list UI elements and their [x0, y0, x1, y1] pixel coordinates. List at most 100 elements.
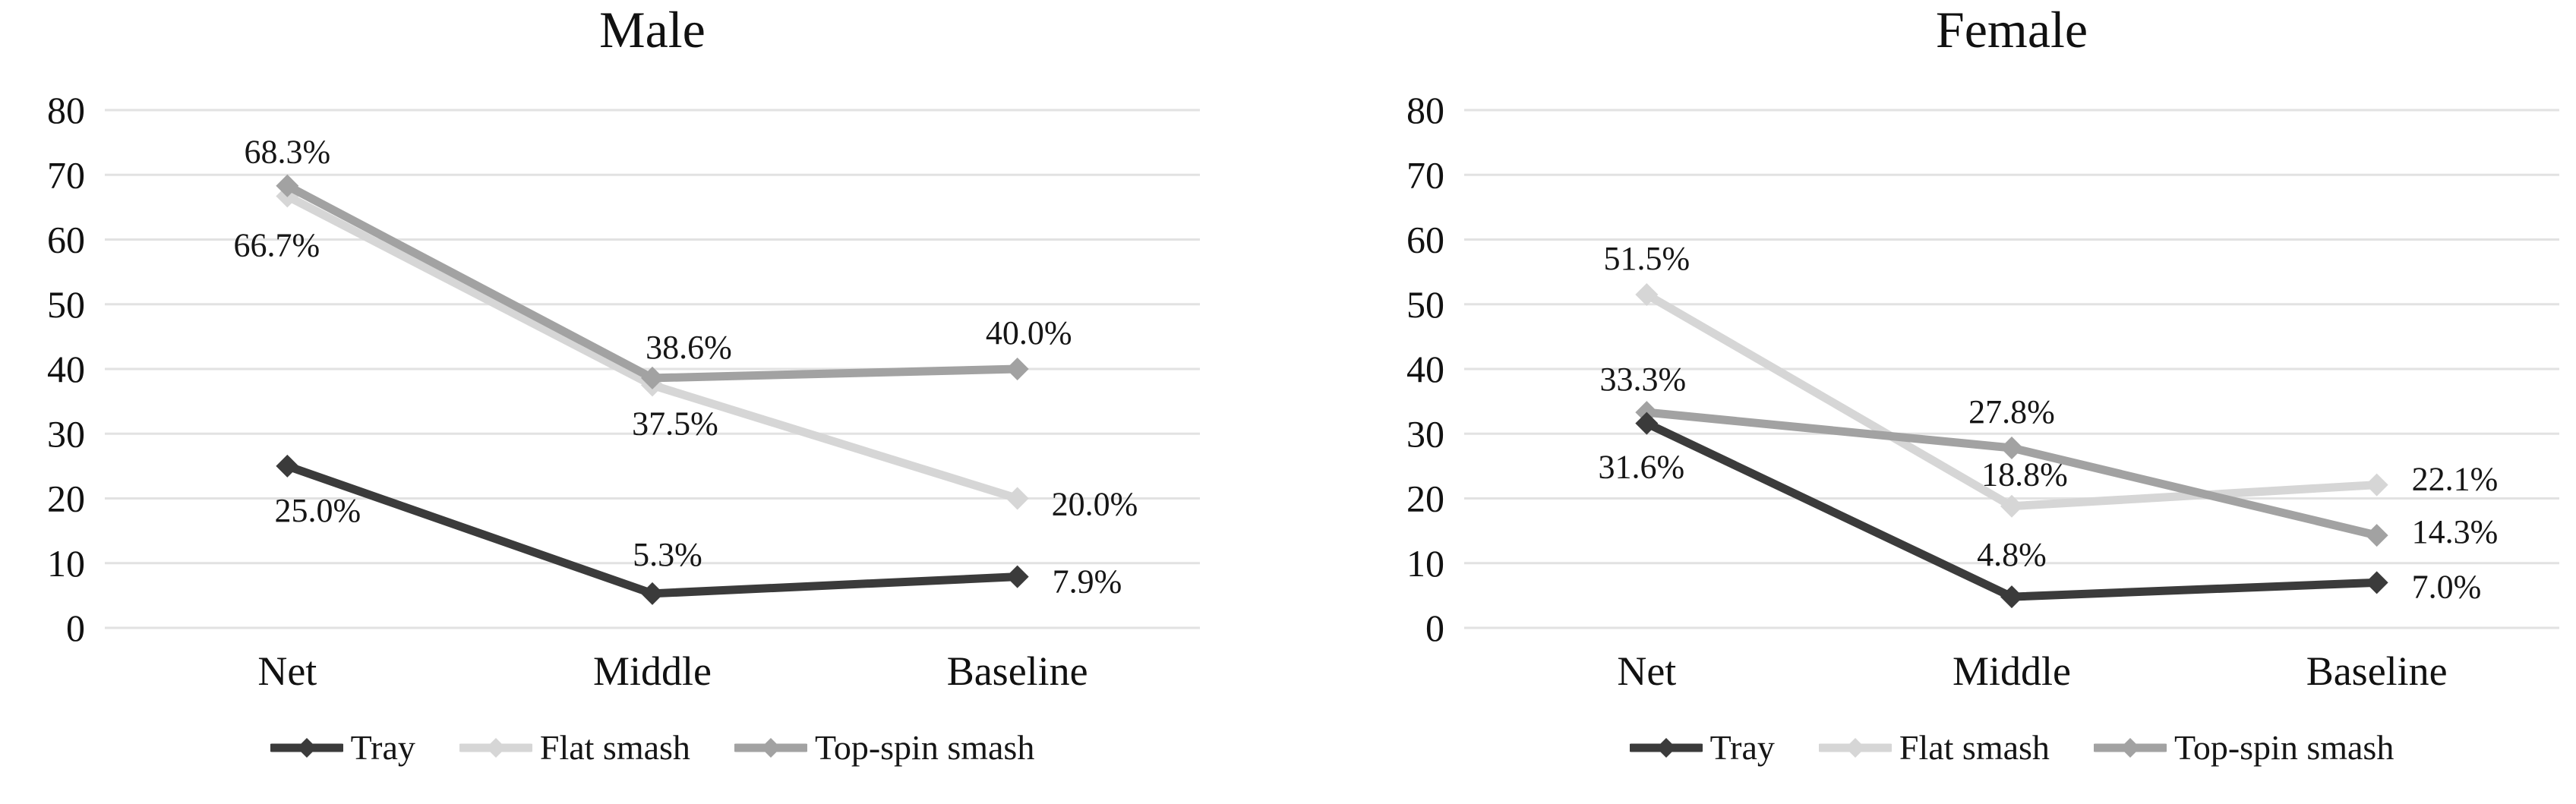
data-label: 18.8% — [1981, 456, 2068, 493]
chart-panel-male: Male 0 10 20 30 40 50 60 70 80 Net Middle Baseline 6… — [0, 0, 1215, 804]
y-tick-label: 10 — [1406, 542, 1444, 585]
y-tick-label: 80 — [1406, 89, 1444, 131]
category-label: Baseline — [2306, 648, 2448, 694]
marker-diamond-flat-smash — [1005, 487, 1029, 510]
marker-diamond-flat-smash — [1635, 282, 1659, 306]
chart-panel-female: Female 0 10 20 30 40 50 60 70 80 Net Middle Baselin… — [1359, 0, 2574, 804]
gridlines — [1464, 109, 2559, 629]
legend-diamond — [2120, 737, 2140, 758]
marker-diamond-tray — [1005, 565, 1029, 588]
marker-diamond-top-spin-smash — [2365, 524, 2388, 547]
y-tick-label: 60 — [47, 219, 85, 261]
y-tick-label: 40 — [1406, 348, 1444, 390]
legend-label-top-spin-smash: Top-spin smash — [814, 728, 1035, 767]
marker-diamond-top-spin-smash — [2000, 437, 2023, 460]
data-label: 5.3% — [633, 536, 702, 573]
series-line-tray — [283, 462, 1022, 598]
data-label: 37.5% — [632, 405, 718, 442]
data-label: 33.3% — [1600, 361, 1687, 398]
legend-item-tray: Tray — [270, 727, 415, 768]
y-tick-label: 50 — [47, 283, 85, 326]
marker-diamond-tray — [2000, 585, 2023, 609]
data-label: 7.9% — [1053, 563, 1122, 601]
x-axis-category-labels: Net Middle Baseline — [1617, 648, 2447, 694]
flat-smash-line-marker-icon — [459, 737, 532, 758]
y-tick-label: 0 — [66, 607, 85, 649]
line-plot-female: 0 10 20 30 40 50 60 70 80 Net Middle Baseline 51.5% 1… — [1406, 89, 2559, 694]
legend-item-top-spin-smash: Top-spin smash — [2093, 727, 2394, 768]
data-label: 51.5% — [1604, 240, 1690, 277]
chart-title-female: Female — [1935, 1, 2088, 58]
marker-diamond-tray — [276, 454, 299, 478]
legend-item-flat-smash: Flat smash — [459, 727, 690, 768]
series-flat-smash: 51.5% 18.8% 22.1% — [1604, 240, 2499, 518]
marker-diamond-tray — [641, 582, 664, 605]
y-tick-label: 40 — [47, 348, 85, 390]
y-tick-label: 80 — [47, 89, 85, 131]
data-label: 25.0% — [275, 492, 361, 529]
y-tick-label: 60 — [1406, 219, 1444, 261]
marker-diamond-flat-smash — [2000, 494, 2023, 518]
legend-male: Tray Flat smash Top-spin smash — [105, 727, 1200, 768]
y-tick-label: 30 — [1406, 412, 1444, 455]
legend-diamond — [485, 737, 506, 758]
legend-label-tray: Tray — [1709, 728, 1775, 767]
data-label: 14.3% — [2412, 513, 2499, 550]
marker-diamond-tray — [1635, 411, 1659, 435]
data-label: 7.0% — [2412, 568, 2482, 605]
y-tick-label: 70 — [1406, 153, 1444, 196]
data-label: 4.8% — [1977, 536, 2047, 573]
legend-item-flat-smash: Flat smash — [1818, 727, 2050, 768]
flat-smash-line-marker-icon — [1818, 737, 1892, 758]
data-label: 66.7% — [234, 226, 320, 263]
data-label: 20.0% — [1052, 486, 1138, 523]
data-label: 38.6% — [646, 329, 732, 366]
category-label: Net — [257, 648, 317, 694]
data-label: 40.0% — [986, 314, 1072, 352]
legend-diamond — [1656, 737, 1676, 758]
x-axis-category-labels: Net Middle Baseline — [257, 648, 1088, 694]
marker-diamond-top-spin-smash — [641, 366, 664, 389]
category-label: Middle — [593, 648, 712, 694]
top-spin-smash-line-marker-icon — [2093, 737, 2167, 758]
series-top-spin-smash: 68.3% 38.6% 40.0% — [245, 134, 1072, 389]
category-label: Baseline — [947, 648, 1088, 694]
data-label: 22.1% — [2412, 461, 2499, 498]
data-label: 31.6% — [1599, 449, 1685, 486]
legend-label-flat-smash: Flat smash — [539, 728, 690, 767]
category-label: Middle — [1953, 648, 2071, 694]
legend-label-tray: Tray — [350, 728, 415, 767]
y-axis-tick-labels: 0 10 20 30 40 50 60 70 80 — [1406, 89, 1444, 649]
legend-item-tray: Tray — [1629, 727, 1775, 768]
legend-diamond — [296, 737, 317, 758]
y-tick-label: 0 — [1425, 607, 1444, 649]
tray-line-marker-icon — [1629, 737, 1703, 758]
series-tray: 31.6% 4.8% 7.0% — [1599, 411, 2482, 609]
y-tick-label: 30 — [47, 412, 85, 455]
y-tick-label: 20 — [47, 478, 85, 520]
marker-diamond-top-spin-smash — [1005, 358, 1029, 380]
y-tick-label: 70 — [47, 153, 85, 196]
legend-label-flat-smash: Flat smash — [1899, 728, 2050, 767]
data-label: 68.3% — [245, 134, 331, 171]
line-plot-male: 0 10 20 30 40 50 60 70 80 Net Middle Baseline 66.7% 3… — [47, 89, 1200, 694]
legend-diamond — [760, 737, 781, 758]
marker-diamond-top-spin-smash — [276, 174, 299, 197]
legend-item-top-spin-smash: Top-spin smash — [734, 727, 1034, 768]
chart-title-male: Male — [599, 1, 706, 58]
category-label: Net — [1617, 648, 1676, 694]
y-tick-label: 50 — [1406, 283, 1444, 326]
legend-label-top-spin-smash: Top-spin smash — [2174, 728, 2394, 767]
legend-diamond — [1845, 737, 1865, 758]
marker-diamond-tray — [2365, 571, 2388, 594]
top-spin-smash-line-marker-icon — [734, 737, 807, 758]
data-label: 27.8% — [1968, 393, 2055, 430]
legend-female: Tray Flat smash Top-spin smash — [1464, 727, 2559, 768]
series-tray: 25.0% 5.3% 7.9% — [275, 454, 1122, 605]
y-axis-tick-labels: 0 10 20 30 40 50 60 70 80 — [47, 89, 85, 649]
series-top-spin-smash: 33.3% 27.8% 14.3% — [1600, 361, 2499, 550]
y-tick-label: 10 — [47, 542, 85, 585]
marker-diamond-flat-smash — [2365, 473, 2388, 497]
tray-line-marker-icon — [270, 737, 343, 758]
